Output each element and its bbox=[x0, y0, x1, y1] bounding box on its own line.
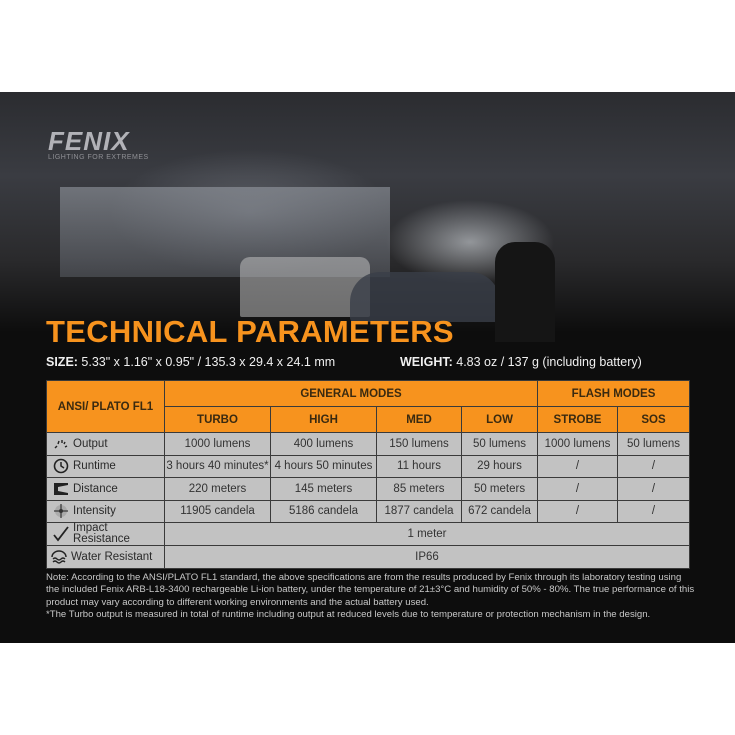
size-label: SIZE: bbox=[46, 355, 78, 369]
table-cell: 1877 candela bbox=[376, 499, 462, 523]
weight-spec: WEIGHT: 4.83 oz / 137 g (including batte… bbox=[400, 355, 642, 369]
row-label-text: Runtime bbox=[73, 460, 116, 473]
table-cell: 672 candela bbox=[460, 499, 539, 523]
table-row: Distance 220 meters 145 meters 85 meters… bbox=[46, 477, 691, 501]
table-cell: 400 lumens bbox=[270, 432, 377, 456]
footnotes: Note: According to the ANSI/PLATO FL1 st… bbox=[46, 572, 696, 621]
table-cell: 4 hours 50 minutes bbox=[270, 454, 377, 478]
row-label: Intensity bbox=[46, 499, 165, 523]
table-row: Water Resistant IP66 bbox=[46, 545, 691, 569]
table-cell: 1 meter bbox=[163, 522, 691, 546]
table-cell: 50 lumens bbox=[617, 432, 691, 456]
row-label: Water Resistant bbox=[46, 545, 165, 569]
table-cell: 5186 candela bbox=[270, 499, 377, 523]
table-cell: 220 meters bbox=[164, 477, 271, 501]
table-cell: 1000 lumens bbox=[537, 432, 619, 456]
clock-icon bbox=[53, 458, 69, 474]
row-label-text: Output bbox=[73, 437, 108, 450]
table-cell: / bbox=[537, 454, 619, 478]
general-modes-header: GENERAL MODES bbox=[163, 380, 539, 407]
table-cell: 29 hours bbox=[460, 454, 539, 478]
table-cell: / bbox=[617, 477, 691, 501]
table-row: Output 1000 lumens 400 lumens 150 lumens… bbox=[46, 432, 691, 456]
table-cell: 50 lumens bbox=[460, 432, 539, 456]
spec-sheet: FENIX LIGHTING FOR EXTREMES TECHNICAL PA… bbox=[0, 92, 735, 643]
table-row: Intensity 11905 candela 5186 candela 187… bbox=[46, 499, 691, 523]
size-value: 5.33" x 1.16" x 0.95" / 135.3 x 29.4 x 2… bbox=[77, 355, 336, 369]
table-cell: 1000 lumens bbox=[164, 432, 271, 456]
mode-header: HIGH bbox=[270, 406, 377, 433]
mode-header: MED bbox=[376, 406, 462, 433]
row-label: Output bbox=[46, 432, 165, 456]
table-cell: 150 lumens bbox=[376, 432, 462, 456]
note-turbo: *The Turbo output is measured in total o… bbox=[46, 608, 651, 620]
table-row: Runtime 3 hours 40 minutes* 4 hours 50 m… bbox=[46, 454, 691, 478]
mode-header: TURBO bbox=[164, 406, 271, 433]
logo-tagline: LIGHTING FOR EXTREMES bbox=[48, 154, 149, 161]
table-cell: 11 hours bbox=[376, 454, 462, 478]
row-label-text: Intensity bbox=[73, 505, 116, 518]
table-cell: IP66 bbox=[163, 545, 691, 569]
row-label-text: Resistance bbox=[73, 533, 130, 545]
standard-header: ANSI/ PLATO FL1 bbox=[46, 380, 165, 433]
mode-header: SOS bbox=[617, 406, 691, 433]
mode-header: STROBE bbox=[537, 406, 619, 433]
mode-header: LOW bbox=[460, 406, 539, 433]
impact-check-icon bbox=[53, 526, 69, 542]
row-label-text: Water Resistant bbox=[71, 550, 153, 563]
table-cell: 11905 candela bbox=[164, 499, 271, 523]
water-wave-icon bbox=[51, 550, 67, 564]
row-label: Distance bbox=[46, 477, 165, 501]
row-label-text: Impact bbox=[73, 522, 108, 534]
weight-label: WEIGHT: bbox=[400, 355, 453, 369]
photo-car bbox=[240, 257, 370, 317]
fenix-logo: FENIX LIGHTING FOR EXTREMES bbox=[48, 128, 149, 161]
row-label: Impact Resistance bbox=[46, 522, 165, 546]
row-label: Runtime bbox=[46, 454, 165, 478]
table-cell: 50 meters bbox=[460, 477, 539, 501]
photo-person bbox=[495, 242, 555, 342]
table-cell: / bbox=[537, 499, 619, 523]
intensity-icon bbox=[54, 504, 68, 519]
table-cell: 3 hours 40 minutes* bbox=[164, 454, 271, 478]
row-label-text: Distance bbox=[73, 482, 118, 495]
beam-distance-icon bbox=[54, 482, 68, 495]
weight-value: 4.83 oz / 137 g (including battery) bbox=[452, 355, 642, 369]
flash-modes-header: FLASH MODES bbox=[537, 380, 691, 407]
output-icon bbox=[54, 439, 68, 449]
table-cell: 85 meters bbox=[376, 477, 462, 501]
impact-label: Impact Resistance bbox=[73, 522, 130, 545]
garage-photo: FENIX LIGHTING FOR EXTREMES bbox=[0, 92, 735, 342]
size-spec: SIZE: 5.33" x 1.16" x 0.95" / 135.3 x 29… bbox=[46, 355, 335, 369]
logo-text: FENIX bbox=[48, 126, 130, 156]
table-cell: / bbox=[617, 499, 691, 523]
photo-car-2 bbox=[350, 272, 500, 322]
note-ansi: Note: According to the ANSI/PLATO FL1 st… bbox=[46, 572, 695, 608]
spec-table: ANSI/ PLATO FL1 GENERAL MODES FLASH MODE… bbox=[46, 380, 691, 569]
table-row: Impact Resistance 1 meter bbox=[46, 522, 691, 546]
table-cell: 145 meters bbox=[270, 477, 377, 501]
table-cell: / bbox=[617, 454, 691, 478]
page-title: TECHNICAL PARAMETERS bbox=[46, 314, 454, 349]
table-cell: / bbox=[537, 477, 619, 501]
